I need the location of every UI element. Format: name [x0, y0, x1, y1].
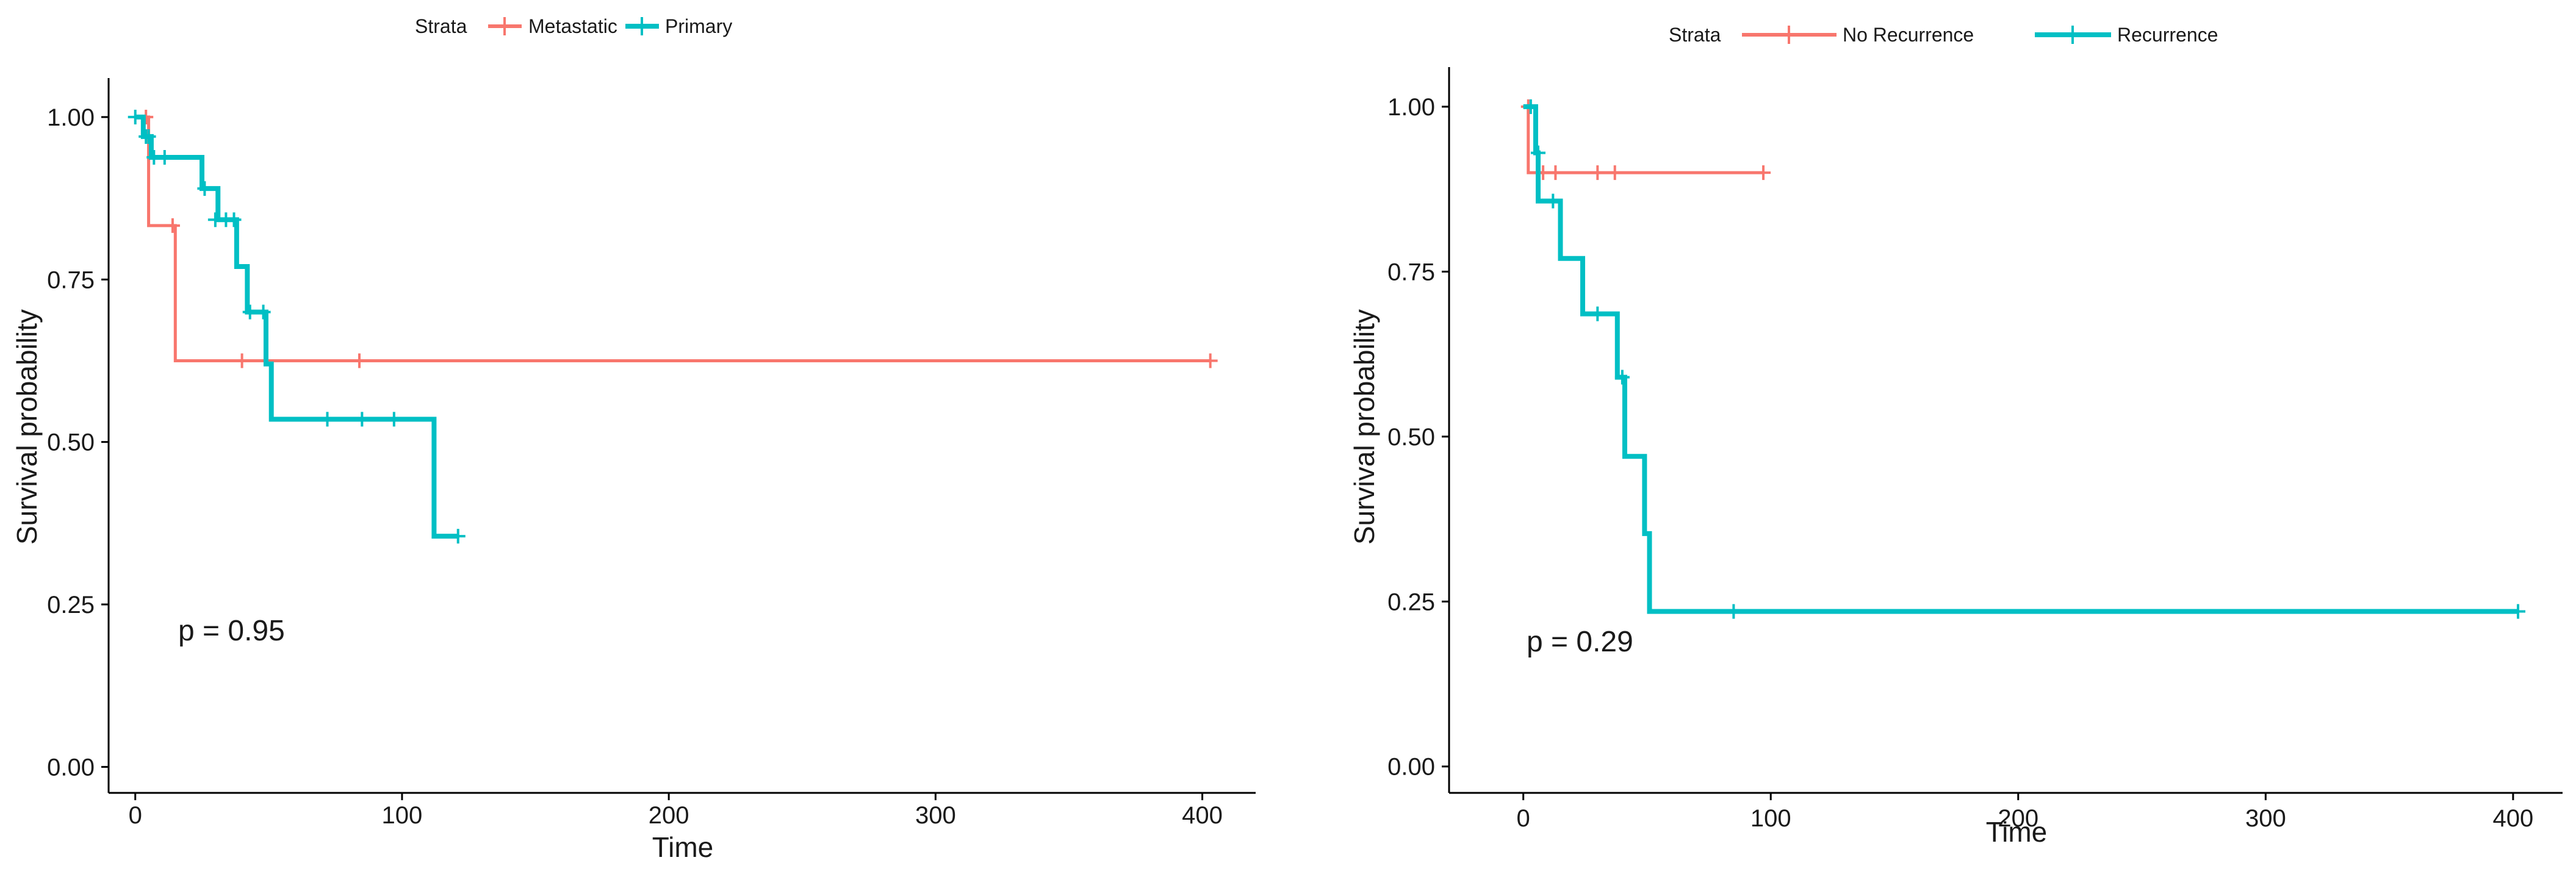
series-recurrence — [1523, 99, 2525, 619]
y-tick-label: 0.50 — [47, 429, 95, 456]
survival-curve-primary — [135, 114, 458, 539]
series-no-recurrence — [1520, 99, 1771, 181]
y-tick-label: 0.25 — [47, 592, 95, 618]
x-tick-label: 0 — [1517, 805, 1530, 832]
plot-area-left: 0.00 0.25 0.50 0.75 1.00 0 100 200 300 400 — [47, 78, 1256, 829]
x-axis-title: Time — [652, 831, 714, 863]
p-value-annotation: p = 0.29 — [1527, 626, 1633, 658]
x-tick-label: 400 — [2493, 805, 2534, 832]
survival-curve-recurrence — [1523, 104, 2518, 614]
y-axis-title: Survival probability — [11, 309, 43, 545]
legend-right: Strata No Recurrence Recurrence — [1669, 24, 2218, 46]
x-tick-label: 300 — [915, 802, 956, 829]
legend-title: Strata — [415, 15, 467, 37]
legend-left: Strata Metastatic Primary — [415, 15, 732, 37]
survival-curve-metastatic — [135, 115, 1211, 362]
y-axis-title: Survival probability — [1348, 309, 1380, 545]
y-tick-label: 1.00 — [47, 104, 95, 131]
x-tick-label: 0 — [129, 802, 142, 829]
y-tick-label: 0.75 — [1387, 259, 1435, 285]
p-value-annotation: p = 0.95 — [178, 615, 285, 647]
legend-label-recurrence: Recurrence — [2117, 24, 2218, 46]
plot-area-right: 0.00 0.25 0.50 0.75 1.00 0 100 200 300 400 — [1387, 67, 2563, 832]
legend-label-primary: Primary — [665, 15, 732, 37]
y-tick-label: 0.00 — [1387, 754, 1435, 781]
km-panel-right: Strata No Recurrence Recurrence Survival… — [1348, 24, 2563, 848]
legend-title: Strata — [1669, 24, 1721, 46]
series-metastatic — [135, 109, 1218, 368]
series-primary — [128, 109, 466, 544]
x-tick-label: 100 — [1750, 805, 1791, 832]
x-tick-label: 400 — [1182, 802, 1223, 829]
legend-label-no-recurrence: No Recurrence — [1843, 24, 1974, 46]
legend-label-metastatic: Metastatic — [528, 15, 617, 37]
x-tick-label: 100 — [382, 802, 423, 829]
x-tick-label: 200 — [649, 802, 689, 829]
x-axis-title: Time — [1986, 816, 2048, 848]
y-tick-label: 0.75 — [47, 267, 95, 293]
x-tick-label: 300 — [2245, 805, 2286, 832]
y-tick-label: 0.50 — [1387, 424, 1435, 451]
y-tick-label: 1.00 — [1387, 94, 1435, 121]
x-tick-label: 200 — [1998, 805, 2038, 832]
y-tick-label: 0.25 — [1387, 589, 1435, 615]
survival-curve-no-recurrence — [1523, 105, 1764, 174]
y-tick-label: 0.00 — [47, 754, 95, 781]
km-panel-left: Strata Metastatic Primary Survival proba… — [11, 15, 1256, 863]
